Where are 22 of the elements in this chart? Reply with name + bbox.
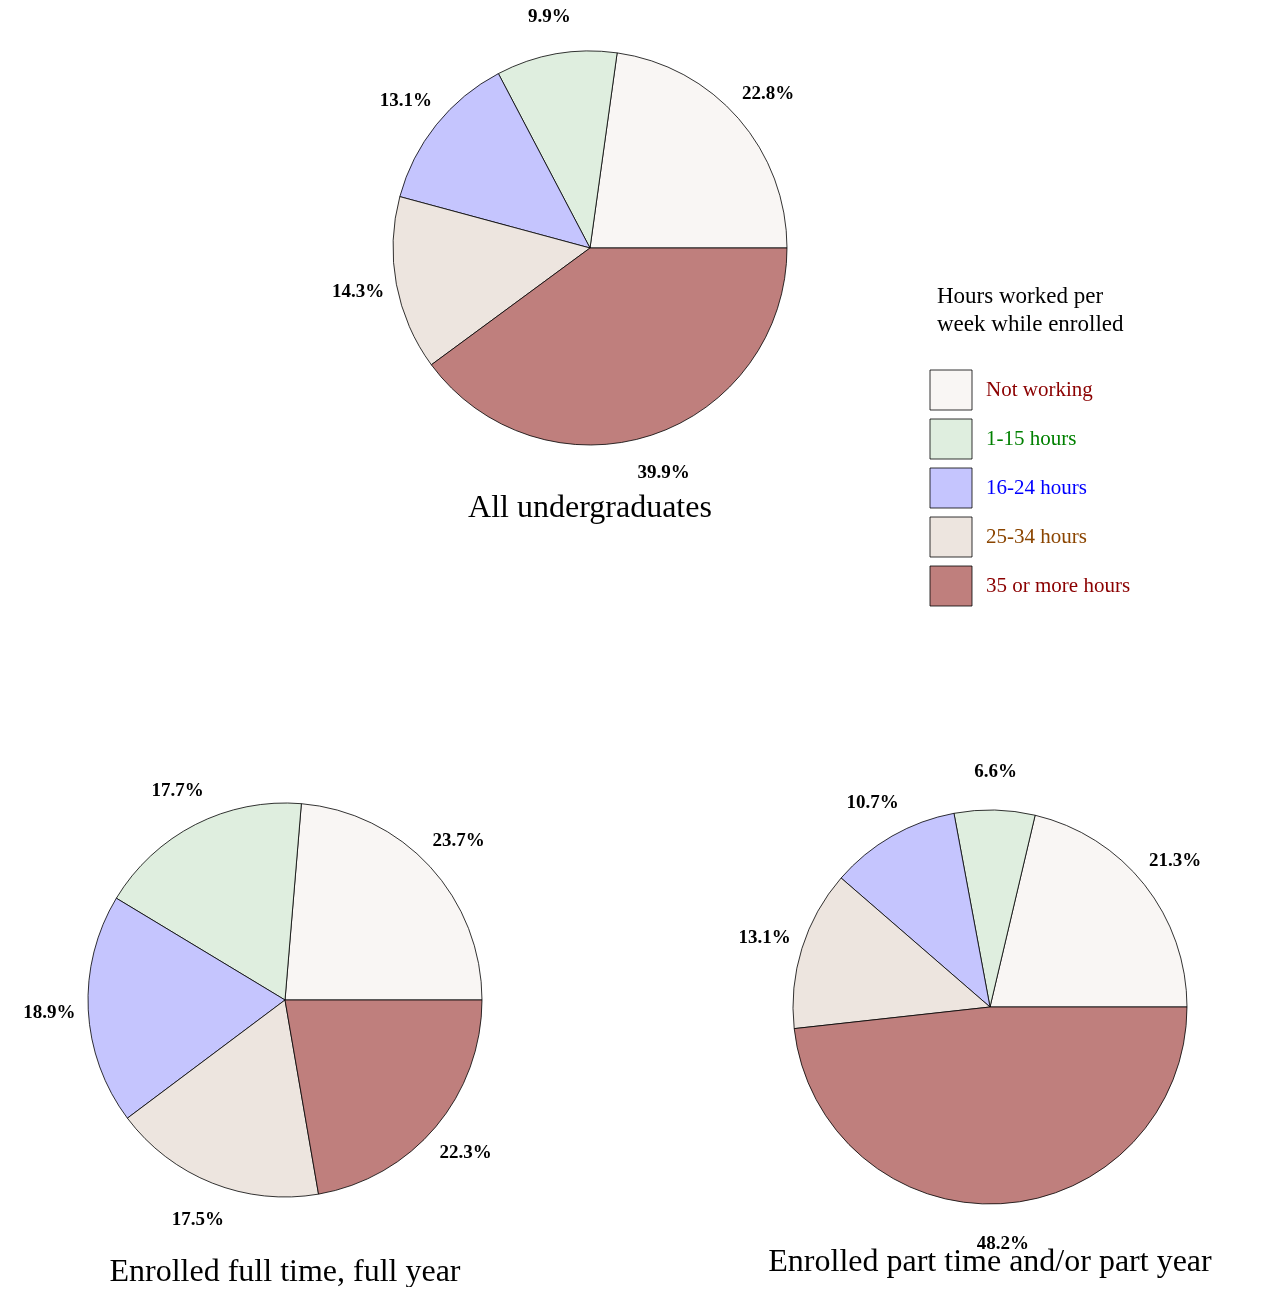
legend-label: Not working <box>986 377 1094 401</box>
data-label: 18.9% <box>23 1000 76 1022</box>
legend-label: 25-34 hours <box>986 524 1087 548</box>
data-label: 39.9% <box>637 461 690 483</box>
legend-label: 16-24 hours <box>986 475 1087 499</box>
data-label: 22.8% <box>741 82 795 104</box>
legend-title: Hours worked per week while enrolled <box>937 283 1124 336</box>
data-label: 13.1% <box>379 89 432 111</box>
data-label: 48.2% <box>976 1231 1030 1253</box>
data-label: 13.1% <box>738 925 791 947</box>
data-label: 23.7% <box>432 829 485 851</box>
legend-label: 1-15 hours <box>986 426 1077 450</box>
data-label: 10.7% <box>846 791 899 813</box>
data-label: 17.7% <box>151 778 204 800</box>
data-label: 14.3% <box>331 280 385 302</box>
data-label: 22.3% <box>439 1141 492 1163</box>
legend-label: 35 or more hours <box>986 573 1131 597</box>
data-label: 6.6% <box>974 760 1017 782</box>
data-label: 21.3% <box>1148 849 1202 871</box>
data-label: 9.9% <box>528 4 571 26</box>
data-label: 17.5% <box>171 1208 224 1230</box>
text: All undergraduates <box>468 488 712 524</box>
